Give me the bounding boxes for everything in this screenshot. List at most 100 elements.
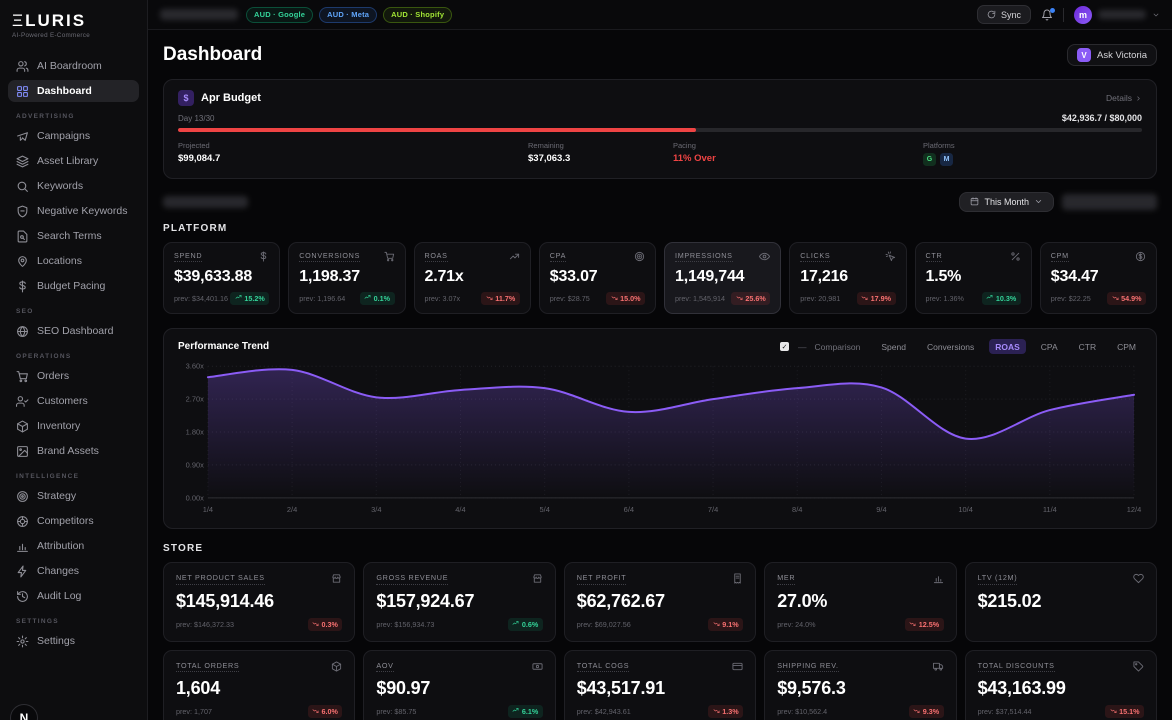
trend-title: Performance Trend bbox=[178, 341, 270, 352]
date-range-redacted[interactable] bbox=[163, 195, 248, 208]
brand-logo[interactable]: ΞLURIS AI-Powered E-Commerce bbox=[8, 10, 139, 39]
sidebar-item-audit-log[interactable]: Audit Log bbox=[8, 585, 139, 607]
delta-badge: 25.6% bbox=[731, 292, 771, 305]
trend-up-icon bbox=[986, 294, 993, 303]
trend-tab-cpm[interactable]: CPM bbox=[1117, 341, 1136, 352]
sidebar-item-inventory[interactable]: Inventory bbox=[8, 415, 139, 437]
period-selector[interactable]: This Month bbox=[959, 191, 1054, 212]
account-menu[interactable]: m bbox=[1074, 5, 1160, 24]
layers-icon bbox=[16, 155, 29, 168]
metric-label: AOV bbox=[376, 661, 394, 672]
prev-value: prev: 1,707 bbox=[176, 707, 212, 716]
metric-value: $157,924.67 bbox=[376, 590, 475, 611]
delta-badge: 15.0% bbox=[606, 292, 645, 305]
sidebar-item-campaigns[interactable]: Campaigns bbox=[8, 125, 139, 147]
metric-card-ltv-12m[interactable]: LTV (12M) $215.02 bbox=[964, 562, 1157, 642]
notifications-bell[interactable] bbox=[1041, 7, 1055, 21]
sidebar-nav: AI Boardroom Dashboard ADVERTISING Campaign… bbox=[8, 55, 139, 652]
sidebar-item-changes[interactable]: Changes bbox=[8, 560, 139, 582]
metric-card-impressions[interactable]: IMPRESSIONS 1,149,744 prev: 1,545,914 25.6% bbox=[664, 241, 782, 314]
delta-badge: 1.3% bbox=[708, 705, 744, 718]
image-icon bbox=[16, 445, 29, 458]
delta-badge: 10.3% bbox=[981, 292, 1021, 305]
metric-card-total-cogs[interactable]: TOTAL COGS $43,517.91 prev: $42,943.61 1.3% bbox=[563, 649, 757, 720]
sidebar-item-settings[interactable]: Settings bbox=[8, 630, 139, 652]
sidebar-item-locations[interactable]: Locations bbox=[8, 250, 139, 272]
sidebar-item-competitors[interactable]: Competitors bbox=[8, 510, 139, 532]
delta-badge: 6.0% bbox=[307, 705, 343, 718]
prev-value: prev: $156,934.73 bbox=[376, 619, 435, 629]
refresh-icon bbox=[987, 10, 996, 19]
package-icon bbox=[331, 661, 342, 672]
metric-value: $43,163.99 bbox=[977, 678, 1066, 698]
sidebar-item-ai-boardroom[interactable]: AI Boardroom bbox=[8, 55, 139, 77]
sidebar-item-brand-assets[interactable]: Brand Assets bbox=[8, 440, 139, 462]
ask-victoria-button[interactable]: V Ask Victoria bbox=[1067, 44, 1157, 66]
users-icon bbox=[16, 60, 29, 73]
svg-text:4/4: 4/4 bbox=[455, 505, 465, 514]
metric-label: NET PRODUCT SALES bbox=[176, 573, 265, 585]
metric-card-roas[interactable]: ROAS 2.71x prev: 3.07x 11.7% bbox=[413, 241, 531, 314]
account-name-redacted[interactable] bbox=[160, 9, 238, 20]
metric-card-total-orders[interactable]: TOTAL ORDERS 1,604 prev: 1,707 6.0% bbox=[163, 649, 356, 720]
nextjs-dev-badge[interactable]: N bbox=[10, 704, 38, 720]
metric-card-net-product-sales[interactable]: NET PRODUCT SALES $145,914.46 prev: $146,3… bbox=[163, 562, 356, 642]
prev-value: prev: $37,514.44 bbox=[977, 707, 1032, 716]
trend-tab-conversions[interactable]: Conversions bbox=[926, 341, 975, 352]
sync-button[interactable]: Sync bbox=[976, 5, 1031, 24]
click-icon bbox=[885, 251, 896, 262]
metric-card-conversions[interactable]: CONVERSIONS 1,198.37 prev: 1,196.64 0.1% bbox=[288, 241, 406, 314]
metric-card-gross-revenue[interactable]: GROSS REVENUE $157,924.67 prev: $156,934.7… bbox=[363, 562, 556, 642]
metric-card-net-profit[interactable]: NET PROFIT $62,762.67 prev: $69,027.56 9.1% bbox=[563, 562, 757, 642]
platform-badge-m: M bbox=[940, 152, 953, 166]
trend-down-icon bbox=[713, 620, 720, 629]
metric-card-mer[interactable]: MER 27.0% prev: 24.0% 12.5% bbox=[764, 562, 957, 642]
grid-icon bbox=[16, 85, 29, 98]
sidebar-item-attribution[interactable]: Attribution bbox=[8, 535, 139, 557]
sidebar-item-search-terms[interactable]: Search Terms bbox=[8, 225, 139, 247]
trend-tab-ctr[interactable]: CTR bbox=[1078, 341, 1097, 352]
page-content: Dashboard V Ask Victoria $ Apr Budget De… bbox=[148, 30, 1172, 720]
trend-tab-roas[interactable]: ROAS bbox=[989, 339, 1026, 354]
sidebar-item-asset-library[interactable]: Asset Library bbox=[8, 150, 139, 172]
sidebar-item-customers[interactable]: Customers bbox=[8, 390, 139, 412]
budget-details-link[interactable]: Details bbox=[1106, 93, 1142, 103]
sidebar-item-keywords[interactable]: Keywords bbox=[8, 175, 139, 197]
metric-card-spend[interactable]: SPEND $39,633.88 prev: $34,401.16 15.2% bbox=[163, 241, 281, 314]
metric-card-total-discounts[interactable]: TOTAL DISCOUNTS $43,163.99 prev: $37,514.4… bbox=[964, 649, 1157, 720]
megaphone-icon bbox=[16, 130, 29, 143]
platform-badge-g: G bbox=[923, 152, 936, 166]
globe-icon bbox=[16, 325, 29, 338]
trend-down-icon bbox=[1112, 294, 1119, 303]
metric-card-aov[interactable]: AOV $90.97 prev: $85.75 6.1% bbox=[363, 649, 556, 720]
metric-value: 1.5% bbox=[925, 268, 962, 285]
platform-currency-badges: AUD · Google AUD · Meta AUD · Shopify bbox=[246, 6, 453, 23]
sidebar-item-dashboard[interactable]: Dashboard bbox=[8, 80, 139, 102]
metric-card-cpm[interactable]: CPM $34.47 prev: $22.25 54.9% bbox=[1039, 241, 1157, 314]
comparison-checkbox[interactable]: ✓ bbox=[780, 342, 790, 351]
dollar-icon bbox=[258, 251, 269, 262]
trend-tab-cpa[interactable]: CPA bbox=[1040, 341, 1058, 352]
metric-card-cpa[interactable]: CPA $33.07 prev: $28.75 15.0% bbox=[538, 241, 656, 314]
platform-metrics-grid: SPEND $39,633.88 prev: $34,401.16 15.2% CONV… bbox=[163, 241, 1157, 314]
metric-label: GROSS REVENUE bbox=[376, 573, 449, 585]
cart-icon bbox=[383, 251, 395, 262]
platforms-label: Platforms bbox=[923, 141, 955, 150]
metric-card-shipping-rev[interactable]: SHIPPING REV. $9,576.3 prev: $10,562.4 9.3% bbox=[764, 649, 957, 720]
trend-tab-spend[interactable]: Spend bbox=[881, 341, 906, 352]
comparison-period-redacted[interactable] bbox=[1062, 193, 1157, 210]
prev-value: prev: $28.75 bbox=[549, 294, 590, 303]
sidebar-item-strategy[interactable]: Strategy bbox=[8, 485, 139, 507]
sidebar-item-orders[interactable]: Orders bbox=[8, 365, 139, 387]
zap-icon bbox=[16, 565, 29, 578]
sidebar-item-negative-keywords[interactable]: Negative Keywords bbox=[8, 200, 139, 222]
svg-text:3.60x: 3.60x bbox=[186, 362, 205, 371]
brand-tagline: AI-Powered E-Commerce bbox=[12, 32, 91, 39]
sidebar-item-budget-pacing[interactable]: Budget Pacing bbox=[8, 275, 139, 297]
sidebar-item-seo-dashboard[interactable]: SEO Dashboard bbox=[8, 320, 139, 342]
notification-dot bbox=[1050, 7, 1055, 13]
sidebar-section-advertising: ADVERTISING bbox=[16, 113, 75, 120]
metric-card-clicks[interactable]: CLICKS 17,216 prev: 20,981 17.9% bbox=[789, 241, 907, 314]
metric-card-ctr[interactable]: CTR 1.5% prev: 1.36% 10.3% bbox=[914, 241, 1032, 314]
